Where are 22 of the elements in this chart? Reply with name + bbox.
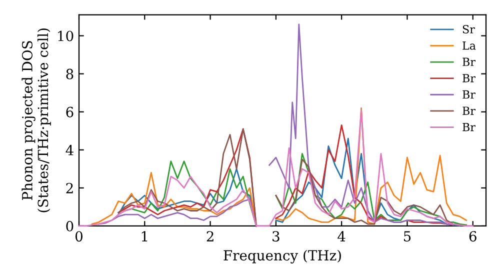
x-tick-label: 1 <box>142 231 148 242</box>
x-axis-title: Frequency (THz) <box>224 250 341 264</box>
legend-label: Br <box>462 90 476 99</box>
y-tick-label: 6 <box>66 106 74 118</box>
x-tick-label: 4 <box>338 231 346 242</box>
legend-label: Br <box>462 58 476 66</box>
x-tick-label: 3 <box>272 231 280 242</box>
x-tick-label: 5 <box>404 231 411 242</box>
x-tick-label: 0 <box>75 231 82 242</box>
legend-label: Br <box>462 74 476 82</box>
y-axis-title: Phonon projected DOS (States/THz·primitive cell) <box>22 28 51 212</box>
legend-label: Br <box>462 106 476 115</box>
y-tick-label: 10 <box>58 30 74 42</box>
x-tick-label: 6 <box>469 231 476 242</box>
y-tick-label: 0 <box>66 220 74 232</box>
x-tick-label: 2 <box>206 231 214 242</box>
legend-label: Br <box>462 123 476 132</box>
legend-label: La <box>462 41 476 50</box>
y-tick-label: 8 <box>66 68 74 80</box>
legend-label: Sr <box>462 25 475 34</box>
y-tick-label: 4 <box>66 144 74 156</box>
y-tick-label: 2 <box>66 182 73 194</box>
